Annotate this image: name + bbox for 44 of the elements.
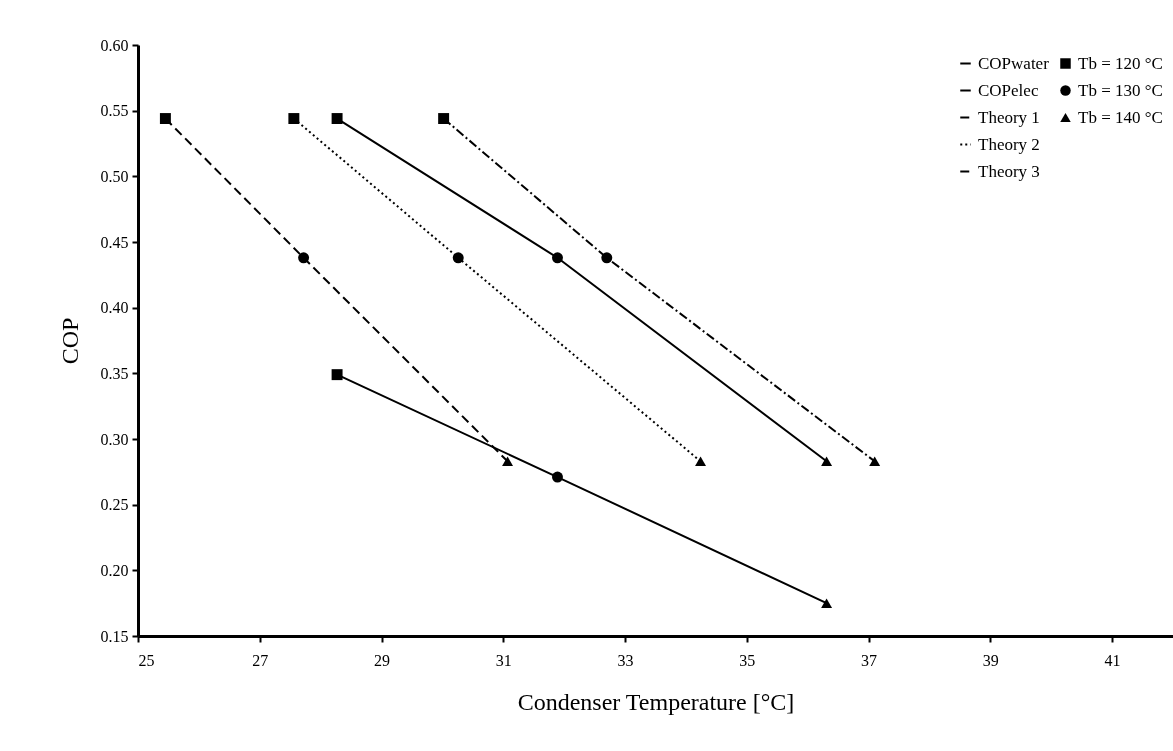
point <box>331 369 343 381</box>
x-tick-label: 33 <box>617 651 634 669</box>
point <box>552 252 563 264</box>
point <box>821 598 833 608</box>
y-tick-label: 0.35 <box>100 364 129 382</box>
y-tick-label: 0.20 <box>100 561 129 579</box>
point <box>502 456 514 467</box>
legend-label: COPelec <box>978 80 1039 100</box>
x-tick-label: 27 <box>252 651 269 669</box>
y-tick-label: 0.60 <box>100 36 129 54</box>
y-tick-label: 0.15 <box>100 627 129 645</box>
point <box>695 456 707 467</box>
legend-label: Theory 2 <box>978 134 1040 154</box>
legend-label: COPwater <box>978 53 1050 73</box>
legend-label: Tb = 140 °C <box>1078 107 1163 127</box>
x-tick-label: 41 <box>1104 651 1121 669</box>
x-tick-label: 25 <box>138 651 155 669</box>
y-tick-label: 0.40 <box>100 299 129 317</box>
x-tick-label: 37 <box>861 651 878 669</box>
y-tick-label: 0.30 <box>100 430 129 448</box>
legend-label: Tb = 120 °C <box>1078 53 1163 73</box>
y-tick-label: 0.55 <box>100 102 129 120</box>
point <box>821 456 833 467</box>
point <box>438 113 450 125</box>
x-tick-label: 39 <box>982 651 999 669</box>
x-tick-label: 29 <box>374 651 391 669</box>
point <box>552 471 563 483</box>
y-tick-label: 0.50 <box>100 167 129 185</box>
x-axis-title: Condenser Temperature [°C] <box>517 688 795 715</box>
legend-label: Theory 1 <box>978 107 1040 127</box>
point <box>159 113 171 125</box>
legend-label: Theory 3 <box>978 161 1040 181</box>
y-tick-label: 0.25 <box>100 496 129 514</box>
point <box>869 456 881 467</box>
point <box>601 252 613 264</box>
point <box>298 252 310 264</box>
y-axis-title: COP <box>56 317 83 365</box>
point <box>452 252 464 264</box>
point <box>331 113 343 125</box>
legend-label: Tb = 130 °C <box>1078 80 1163 100</box>
y-tick-label: 0.45 <box>100 233 129 251</box>
x-tick-label: 31 <box>495 651 512 669</box>
point <box>288 113 300 125</box>
x-tick-label: 35 <box>739 651 756 669</box>
